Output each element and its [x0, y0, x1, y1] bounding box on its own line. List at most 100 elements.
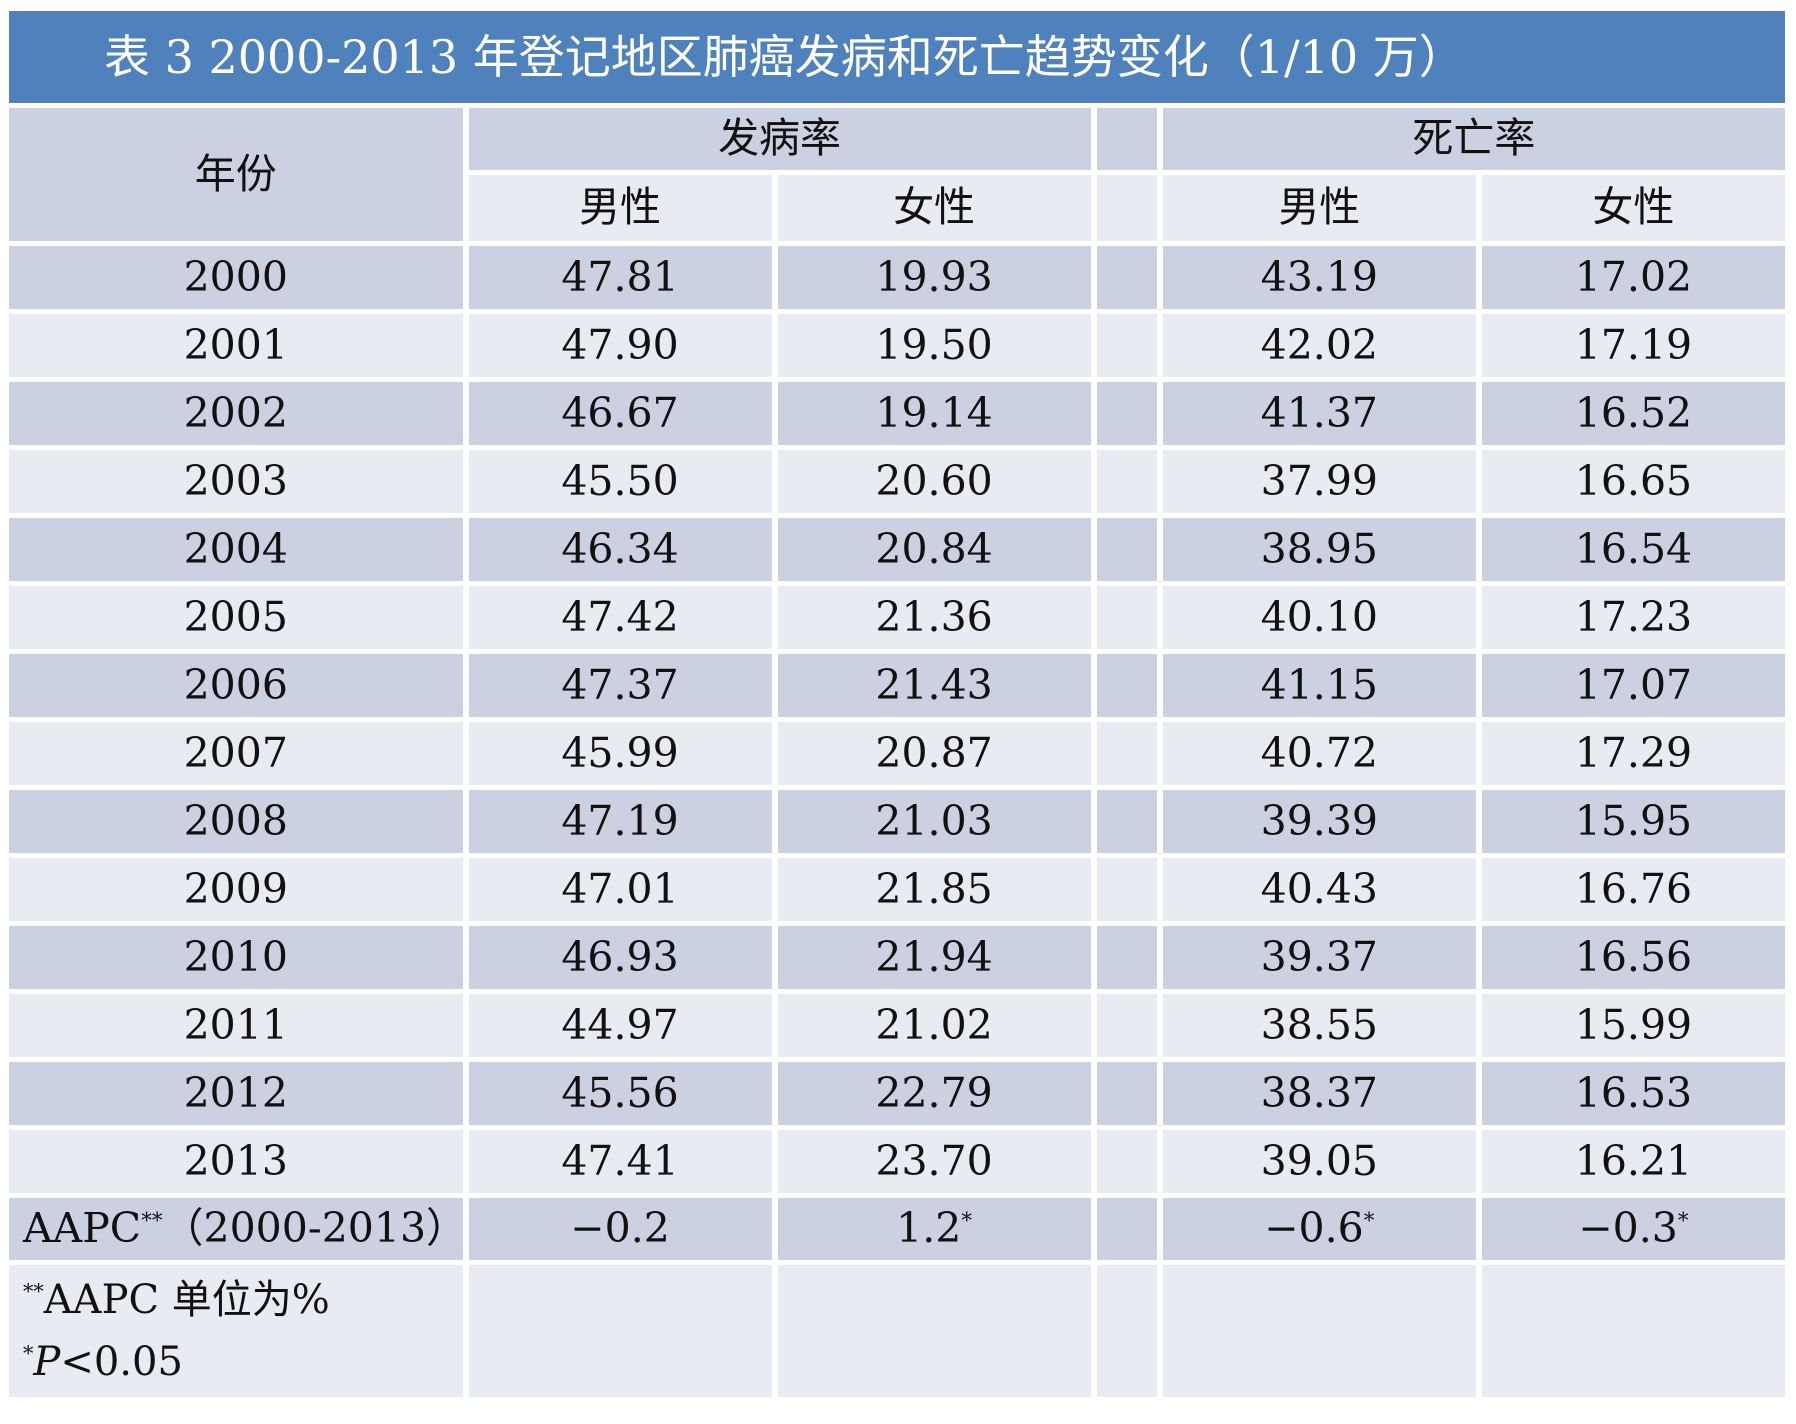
spacer-cell — [1096, 108, 1157, 170]
incidence-female-cell: 21.85 — [777, 858, 1091, 921]
mortality-female-cell: 16.52 — [1481, 382, 1785, 445]
mortality-female-cell: 17.29 — [1481, 722, 1785, 785]
mortality-male-cell: 41.37 — [1162, 382, 1476, 445]
incidence-male-cell: 46.93 — [468, 926, 772, 989]
header-incidence-male: 男性 — [468, 175, 772, 241]
aapc-label-sup: ** — [141, 1208, 163, 1234]
header-year: 年份 — [9, 108, 463, 241]
year-cell: 2009 — [9, 858, 463, 921]
incidence-female-cell: 21.43 — [777, 654, 1091, 717]
incidence-male-cell: 46.34 — [468, 518, 772, 581]
incidence-female-cell: 20.87 — [777, 722, 1091, 785]
incidence-female-cell: 19.50 — [777, 314, 1091, 377]
mortality-female-cell: 16.54 — [1481, 518, 1785, 581]
mortality-male-cell: 43.19 — [1162, 246, 1476, 309]
year-cell: 2001 — [9, 314, 463, 377]
incidence-female-cell: 19.14 — [777, 382, 1091, 445]
spacer-cell — [1096, 994, 1157, 1057]
mortality-female-cell: 16.65 — [1481, 450, 1785, 513]
incidence-male-cell: 47.42 — [468, 586, 772, 649]
footnote-asterisk: * — [23, 1341, 34, 1366]
aapc-row: AAPC**（2000-2013） −0.2 1.2* −0.6* −0.3* — [9, 1198, 1785, 1260]
mortality-male-cell: 39.37 — [1162, 926, 1476, 989]
spacer-cell — [1096, 1130, 1157, 1193]
incidence-female-cell: 21.94 — [777, 926, 1091, 989]
incidence-female-cell: 20.84 — [777, 518, 1091, 581]
mortality-female-cell: 16.53 — [1481, 1062, 1785, 1125]
header-mortality-male: 男性 — [1162, 175, 1476, 241]
incidence-female-cell: 22.79 — [777, 1062, 1091, 1125]
spacer-cell — [1096, 450, 1157, 513]
mortality-female-cell: 15.95 — [1481, 790, 1785, 853]
table-row-2005: 2005 47.42 21.36 40.10 17.23 — [9, 586, 1785, 649]
table-title: 表 3 2000-2013 年登记地区肺癌发病和死亡趋势变化（1/10 万） — [9, 11, 1785, 103]
incidence-male-cell: 45.56 — [468, 1062, 772, 1125]
footnote-row: **AAPC 单位为% *P<0.05 — [9, 1265, 1785, 1397]
header-group-row: 年份 发病率 死亡率 — [9, 108, 1785, 241]
year-cell: 2010 — [9, 926, 463, 989]
table-row-2003: 2003 45.50 20.60 37.99 16.65 — [9, 450, 1785, 513]
incidence-male-cell: 47.41 — [468, 1130, 772, 1193]
spacer-cell — [1096, 654, 1157, 717]
empty-cell — [777, 1265, 1091, 1397]
footnote-p-symbol: P — [33, 1339, 61, 1385]
title-row: 表 3 2000-2013 年登记地区肺癌发病和死亡趋势变化（1/10 万） — [9, 11, 1785, 103]
aapc-value: 1.2 — [896, 1204, 962, 1253]
aapc-mortality-female-cell: −0.3* — [1481, 1198, 1785, 1260]
table-row-2004: 2004 46.34 20.84 38.95 16.54 — [9, 518, 1785, 581]
spacer-cell — [1096, 1062, 1157, 1125]
mortality-male-cell: 37.99 — [1162, 450, 1476, 513]
table-row-2009: 2009 47.01 21.85 40.43 16.76 — [9, 858, 1785, 921]
mortality-male-cell: 38.55 — [1162, 994, 1476, 1057]
spacer-cell — [1096, 314, 1157, 377]
mortality-female-cell: 17.19 — [1481, 314, 1785, 377]
aapc-incidence-female-cell: 1.2* — [777, 1198, 1091, 1260]
mortality-female-cell: 17.23 — [1481, 586, 1785, 649]
mortality-male-cell: 39.05 — [1162, 1130, 1476, 1193]
spacer-cell — [1096, 175, 1157, 241]
header-incidence: 发病率 — [468, 108, 1091, 170]
incidence-female-cell: 20.60 — [777, 450, 1091, 513]
mortality-male-cell: 38.95 — [1162, 518, 1476, 581]
mortality-male-cell: 40.10 — [1162, 586, 1476, 649]
table-row-2000: 2000 47.81 19.93 43.19 17.02 — [9, 246, 1785, 309]
year-cell: 2007 — [9, 722, 463, 785]
spacer-cell — [1096, 1198, 1157, 1260]
table-row-2002: 2002 46.67 19.14 41.37 16.52 — [9, 382, 1785, 445]
year-cell: 2000 — [9, 246, 463, 309]
mortality-female-cell: 16.21 — [1481, 1130, 1785, 1193]
spacer-cell — [1096, 926, 1157, 989]
year-cell: 2011 — [9, 994, 463, 1057]
empty-cell — [1481, 1265, 1785, 1397]
incidence-male-cell: 45.99 — [468, 722, 772, 785]
header-incidence-female: 女性 — [777, 175, 1091, 241]
header-mortality: 死亡率 — [1162, 108, 1785, 170]
aapc-value: −0.3 — [1578, 1204, 1678, 1253]
incidence-female-cell: 23.70 — [777, 1130, 1091, 1193]
mortality-male-cell: 40.72 — [1162, 722, 1476, 785]
lung-cancer-trend-table: 表 3 2000-2013 年登记地区肺癌发病和死亡趋势变化（1/10 万） 年… — [3, 6, 1791, 1402]
incidence-male-cell: 47.90 — [468, 314, 772, 377]
spacer-cell — [1096, 722, 1157, 785]
year-cell: 2006 — [9, 654, 463, 717]
header-sub-row: 男性 女性 男性 女性 — [9, 175, 1785, 241]
aapc-label-range: （2000-2013） — [162, 1204, 463, 1253]
year-cell: 2004 — [9, 518, 463, 581]
incidence-male-cell: 47.19 — [468, 790, 772, 853]
mortality-female-cell: 17.07 — [1481, 654, 1785, 717]
spacer-cell — [1096, 858, 1157, 921]
incidence-male-cell: 47.01 — [468, 858, 772, 921]
incidence-male-cell: 47.81 — [468, 246, 772, 309]
empty-cell — [468, 1265, 772, 1397]
aapc-label-text: AAPC — [23, 1204, 142, 1253]
year-cell: 2008 — [9, 790, 463, 853]
footnote-asterisk: ** — [23, 1279, 44, 1304]
incidence-female-cell: 19.93 — [777, 246, 1091, 309]
year-cell: 2002 — [9, 382, 463, 445]
incidence-male-cell: 45.50 — [468, 450, 772, 513]
aapc-label: AAPC**（2000-2013） — [9, 1198, 463, 1260]
spacer-cell — [1096, 382, 1157, 445]
table-row-2007: 2007 45.99 20.87 40.72 17.29 — [9, 722, 1785, 785]
incidence-female-cell: 21.02 — [777, 994, 1091, 1057]
year-cell: 2012 — [9, 1062, 463, 1125]
